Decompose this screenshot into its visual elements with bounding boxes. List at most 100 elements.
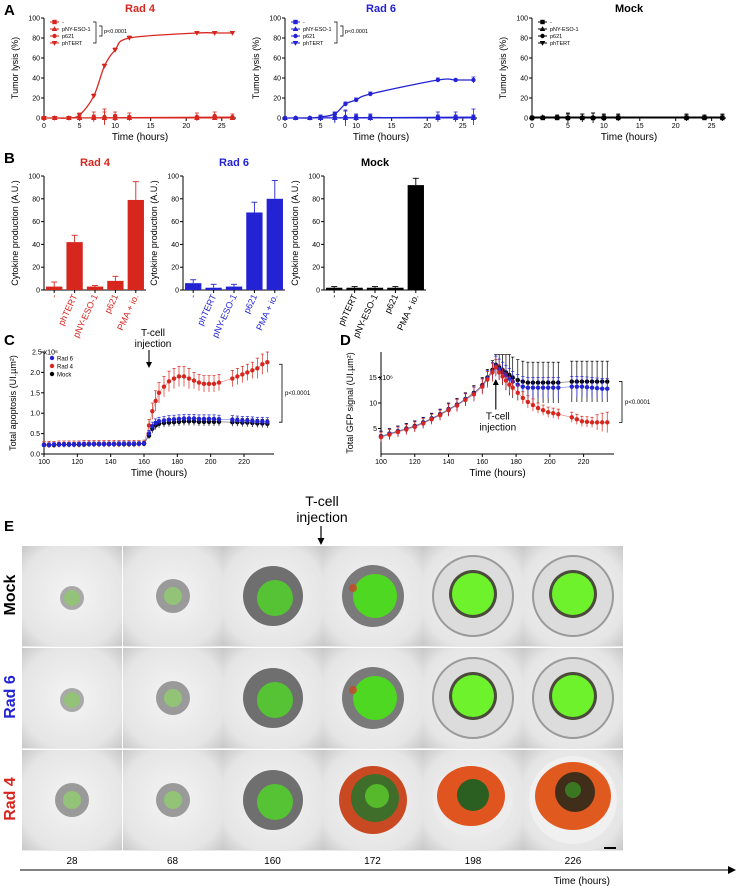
data-point [485, 377, 490, 382]
data-point [146, 423, 152, 428]
legend-marker [540, 33, 545, 39]
data-point [535, 405, 541, 411]
y-tick-label: 0.0 [30, 452, 40, 459]
data-point [515, 390, 520, 395]
chart-b2: 0 20 40 60 80 100 Cytokine production (A.U.) Ra… [149, 157, 285, 339]
data-point [156, 419, 162, 424]
data-point [556, 385, 561, 390]
y-axis-title: Cytokine production (A.U.) [149, 180, 159, 286]
data-point [101, 442, 107, 447]
bar-0 [326, 287, 343, 290]
annotation-arrowhead [146, 362, 152, 368]
category-label: p621 [103, 293, 121, 315]
data-point [574, 417, 580, 422]
spheroid-image [22, 750, 122, 851]
time-label: 28 [66, 856, 78, 867]
y-tick-label: 80 [171, 196, 179, 203]
data-point [245, 418, 250, 423]
x-tick-label: 5 [566, 123, 570, 130]
data-point [551, 411, 556, 416]
annotation-line2: injection [479, 423, 516, 434]
x-tick-label: 0 [530, 123, 534, 130]
data-point [404, 427, 409, 432]
annotation-arrowhead [492, 379, 499, 386]
y-tick-label: 60 [273, 56, 281, 63]
y-tick-label: 80 [273, 36, 281, 43]
panel-letter-c: C [4, 332, 15, 349]
data-point [196, 380, 202, 385]
baseline-line [284, 116, 474, 119]
legend-marker [51, 26, 58, 31]
y-tick-label: 40 [273, 76, 281, 83]
data-point [556, 412, 561, 417]
data-point [90, 94, 97, 99]
bar-1 [66, 242, 83, 290]
bar-2 [225, 286, 243, 290]
chart-title: Rad 6 [366, 3, 396, 15]
category-label: - [188, 293, 198, 300]
data-point [116, 441, 122, 446]
chart-a1: 0 20 40 60 80 100 0 5 10 15 20 25 Time (hours) Tumor … [10, 3, 236, 143]
time-label: 226 [564, 856, 582, 867]
x-axis-title: Time (hours) [131, 468, 187, 479]
data-point [76, 442, 82, 447]
y-tick-label: 0 [36, 116, 40, 123]
data-point [719, 114, 726, 119]
x-tick-label: 100 [38, 459, 50, 466]
category-label: p621 [242, 293, 260, 315]
data-point [211, 416, 217, 422]
data-point [343, 114, 348, 120]
y-tick-label: 20 [32, 265, 40, 272]
bar-3 [387, 287, 404, 290]
x-tick-label: 5 [319, 123, 323, 130]
y-tick-label: 80 [32, 36, 40, 43]
data-point [146, 431, 152, 436]
y-tick-label: 40 [32, 76, 40, 83]
data-point [245, 370, 250, 375]
time-label: 68 [166, 856, 179, 867]
data-point [590, 114, 596, 119]
legend-label: p621 [303, 34, 315, 40]
x-tick-label: 15 [636, 123, 644, 130]
bar-0 [46, 286, 63, 290]
data-point [605, 420, 610, 425]
bar-1 [205, 287, 222, 290]
data-point [507, 382, 512, 387]
y-tick-label: 100 [28, 16, 40, 23]
spheroid-image [122, 648, 223, 749]
series-pny-eso-1 [41, 108, 235, 125]
data-point [250, 418, 255, 424]
data-point [41, 442, 47, 448]
series-rad-4 [378, 359, 610, 443]
x-tick-label: 180 [510, 459, 522, 466]
spheroid-image [523, 546, 623, 647]
bar-1 [346, 287, 363, 290]
data-point [529, 114, 535, 119]
data-point [211, 31, 218, 36]
data-point [150, 424, 155, 429]
data-point [525, 399, 531, 405]
x-tick-label: 160 [476, 459, 488, 466]
bar-3 [246, 212, 263, 290]
pvalue-bracket [93, 21, 97, 44]
bar-0 [185, 283, 202, 290]
x-tick-label: 180 [171, 459, 183, 466]
y-tick-label: 5 [373, 426, 377, 433]
data-point [490, 370, 495, 375]
x-tick-label: 100 [375, 459, 387, 466]
x-axis-title: Time (hours) [601, 132, 657, 143]
x-tick-label: 10 [600, 123, 608, 130]
bar-3 [107, 280, 124, 290]
data-point [71, 442, 77, 447]
pvalue-label: p<0.0001 [285, 391, 311, 397]
legend-label: - [550, 20, 552, 26]
data-point [471, 114, 476, 120]
chart-b3: 0 20 40 60 80 100 Cytokine production (A.U.) Mo… [290, 157, 426, 339]
data-point [453, 114, 458, 120]
data-point [51, 442, 57, 447]
legend-marker [52, 33, 57, 39]
legend-label: Mock [57, 373, 72, 379]
data-point [81, 442, 87, 447]
legend-label: phTERT [62, 41, 83, 47]
y-tick-label: 40 [520, 76, 528, 83]
